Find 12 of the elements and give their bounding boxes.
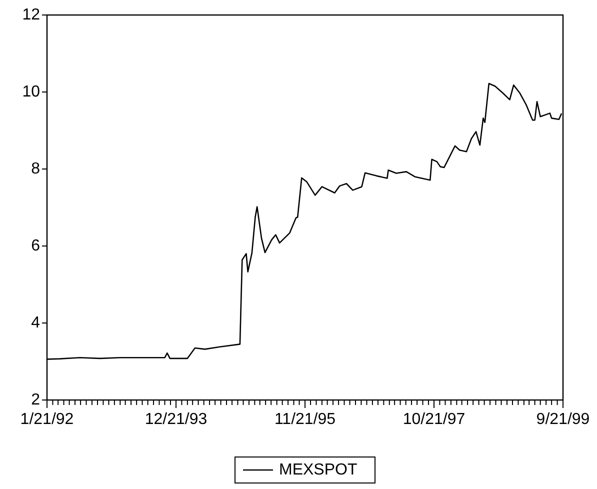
y-tick-label: 4 — [31, 314, 40, 332]
y-tick-label: 2 — [31, 392, 40, 408]
x-tick-label: 10/21/97 — [402, 411, 466, 428]
x-tick-label: 11/21/95 — [274, 411, 336, 428]
x-tick-label: 9/21/99 — [536, 411, 590, 428]
x-tick-label: 12/21/93 — [144, 411, 208, 428]
y-tick-label: 10 — [22, 84, 40, 100]
y-tick-label: 8 — [31, 160, 40, 178]
x-tick-label: 1/21/92 — [20, 411, 74, 428]
y-tick-label: 6 — [31, 238, 40, 254]
legend-label: MEXSPOT — [279, 462, 358, 478]
y-tick-label: 12 — [22, 6, 40, 24]
